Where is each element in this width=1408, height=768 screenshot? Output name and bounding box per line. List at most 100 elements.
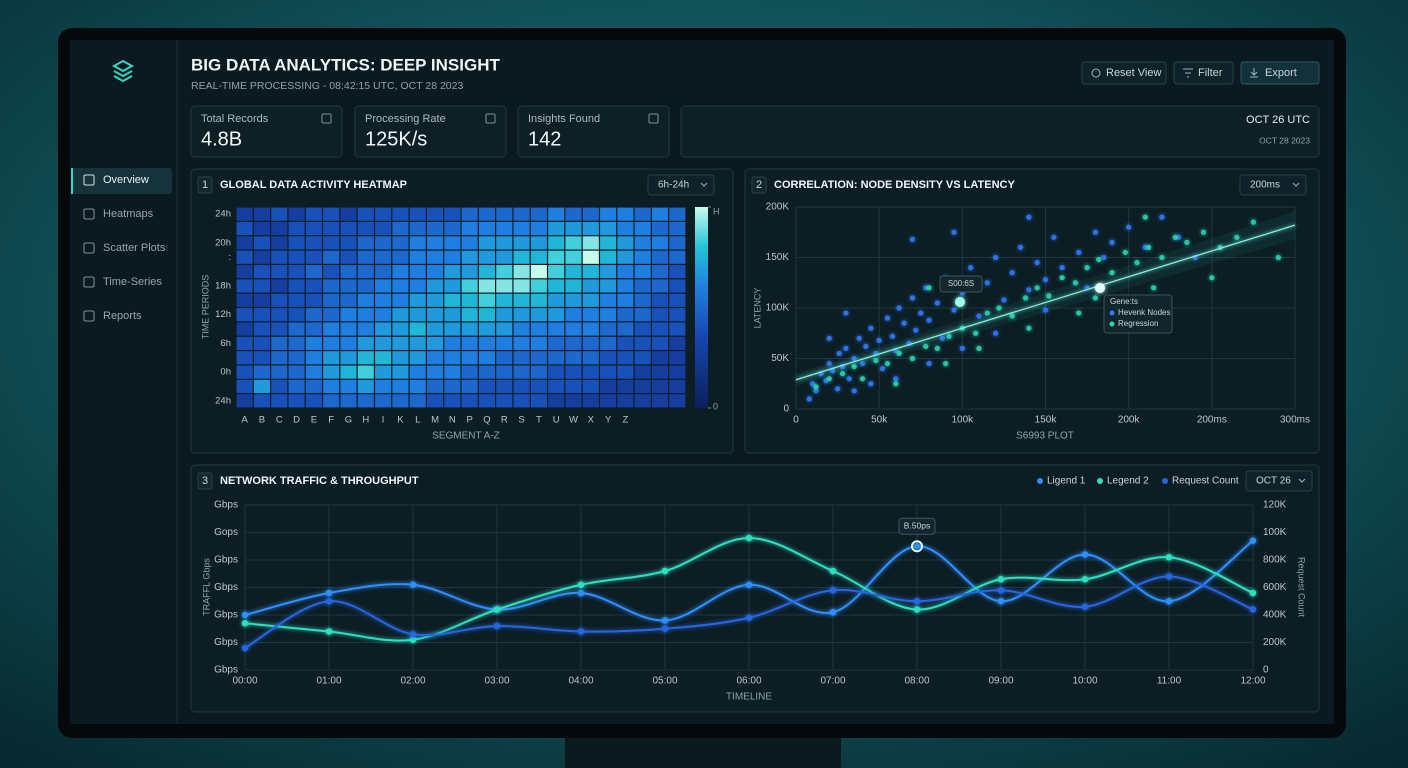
filter-button[interactable]: Filter — [1173, 61, 1234, 85]
heatmap-cell — [496, 250, 513, 264]
heatmap-cell — [253, 236, 271, 250]
reset-button[interactable]: Reset View — [1081, 61, 1167, 85]
scatter-point — [889, 333, 896, 339]
heatmap-cell — [375, 394, 392, 408]
scatter-point — [926, 317, 932, 323]
scatter-point — [918, 310, 924, 316]
traffic-panel — [190, 464, 1320, 713]
heatmap-cell — [582, 308, 599, 322]
nav-item[interactable]: Reports — [83, 310, 142, 322]
dropdown[interactable] — [1245, 470, 1313, 492]
scatter-point — [943, 360, 949, 367]
heatmap-cell — [305, 379, 322, 394]
scatter-point — [1046, 293, 1052, 299]
heatmap-cell — [253, 322, 271, 336]
heatmap-cell — [565, 394, 582, 408]
heatmap-cell — [617, 265, 634, 279]
heatmap-cell — [375, 279, 392, 293]
scatter-point — [1009, 270, 1015, 276]
scatter-point — [826, 360, 832, 367]
scatter-point — [1017, 244, 1024, 250]
x-tick-label: 00:00 — [232, 676, 257, 687]
scatter-point — [1076, 310, 1082, 316]
series-point — [745, 581, 753, 588]
heatmap-cell — [651, 336, 669, 350]
heatmap-cell — [548, 293, 565, 307]
series-point — [325, 598, 333, 605]
heatmap-cell — [340, 250, 357, 264]
heatmap-cell — [617, 250, 634, 264]
scatter-point — [959, 345, 965, 351]
scatter-point — [1001, 297, 1007, 303]
y-tick-label: 150K — [766, 252, 790, 263]
heatmap-cell — [478, 221, 496, 236]
panel-title: CORRELATION: NODE DENSITY VS LATENCY — [774, 179, 1015, 191]
x-tick-label: 09:00 — [988, 676, 1013, 687]
x-tick-label: 300ms — [1280, 415, 1310, 426]
heatmap-cell — [271, 293, 288, 307]
heatmap-cell — [582, 207, 599, 221]
panel-title: NETWORK TRAFFIC & THROUGHPUT — [220, 475, 419, 487]
heatmap-cell — [392, 308, 409, 322]
heatmap-cell — [565, 221, 582, 236]
heatmap-cell — [478, 279, 496, 293]
heatmap-cell — [513, 394, 530, 408]
x-tick-label: 10:00 — [1072, 676, 1097, 687]
heatmap-cell — [271, 351, 288, 365]
scatter-point — [868, 381, 874, 387]
tooltip-text: S00:6S — [948, 279, 974, 288]
heatmap-cell — [600, 207, 617, 221]
heatmap-cell — [496, 207, 513, 221]
series-point — [913, 606, 921, 613]
scatter-point — [1042, 277, 1049, 283]
nav-item[interactable]: Overview — [83, 174, 149, 186]
scatter-point — [876, 337, 882, 343]
heatmap-cell — [565, 293, 582, 307]
export-button[interactable]: Export — [1240, 61, 1320, 85]
page-subtitle: REAL-TIME PROCESSING - 08:42:15 UTC, OCT… — [191, 80, 463, 92]
heatmap-cell — [600, 365, 617, 379]
heatmap-cell — [669, 379, 686, 394]
scatter-point — [923, 343, 929, 349]
scatter-point — [1026, 325, 1032, 331]
legend-swatch — [1162, 478, 1168, 484]
nav-item[interactable]: Time-Series — [83, 276, 162, 288]
heatmap-cell — [651, 293, 669, 307]
series-point — [745, 614, 753, 621]
heatmap-cell — [634, 279, 651, 293]
heatmap-cell — [600, 351, 617, 365]
nav-item[interactable]: Scatter Plots — [83, 242, 166, 254]
scatter-point — [826, 335, 832, 341]
heatmap-cell — [651, 236, 669, 250]
heatmap-cell — [496, 351, 513, 365]
heatmap-cell — [409, 308, 426, 322]
heatmap-cell — [669, 279, 686, 293]
heatmap-cell — [288, 279, 305, 293]
heatmap-cell — [357, 308, 374, 322]
heatmap-cell — [478, 379, 496, 394]
x-tick-label: Q — [483, 415, 490, 426]
dropdown[interactable] — [1239, 174, 1307, 196]
heatmap-cell — [548, 322, 565, 336]
x-tick-label: S — [518, 415, 524, 426]
heatmap-cell — [357, 221, 374, 236]
nav-icon — [83, 310, 95, 322]
heatmap-cell — [582, 221, 599, 236]
heatmap-cell — [582, 322, 599, 336]
heatmap-cell — [409, 365, 426, 379]
heatmap-cell — [444, 293, 461, 307]
x-tick-label: Y — [605, 415, 612, 426]
series-point — [745, 534, 753, 542]
nav-icon — [83, 242, 95, 254]
dropdown[interactable] — [647, 174, 715, 196]
heatmap-cell — [582, 265, 599, 279]
heatmap-cell — [548, 365, 565, 379]
heatmap-cell — [323, 279, 340, 293]
scatter-point — [1234, 234, 1240, 240]
x-tick-label: I — [382, 415, 385, 426]
nav-item[interactable]: Heatmaps — [83, 208, 154, 220]
heatmap-cell — [530, 336, 547, 350]
heatmap-cell — [340, 236, 357, 250]
heatmap-cell — [548, 236, 565, 250]
heatmap-cell — [513, 336, 530, 350]
